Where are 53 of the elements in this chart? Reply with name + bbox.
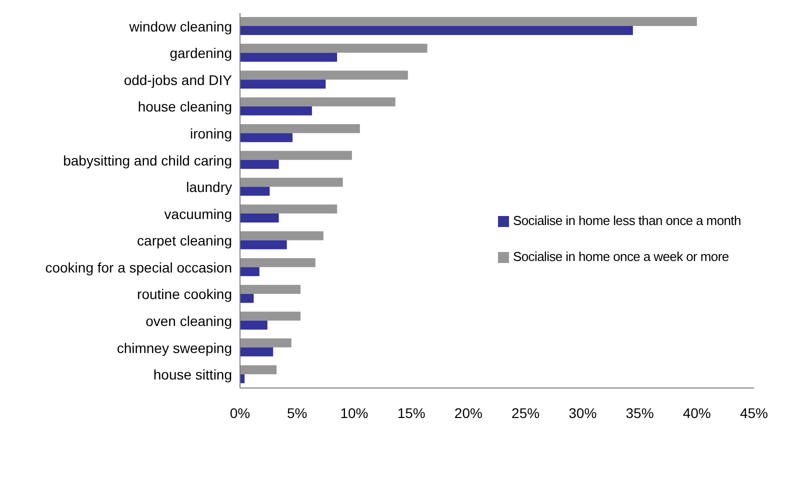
x-tick-label: 30%	[568, 404, 597, 421]
y-tick-label: window cleaning	[128, 18, 232, 34]
legend-label: Socialise in home once a week or more	[513, 249, 729, 264]
y-tick-label: oven cleaning	[146, 313, 232, 330]
x-tick-label: 25%	[512, 404, 540, 421]
bar	[240, 70, 408, 80]
x-tick-label: 45%	[740, 404, 768, 421]
bar	[240, 178, 343, 187]
bar	[240, 258, 316, 268]
x-tick-label: 0%	[230, 404, 250, 421]
bar	[240, 150, 352, 160]
legend-label: Socialise in home less than once a month	[513, 213, 741, 228]
bar	[240, 231, 324, 240]
y-tick-label: chimney sweeping	[116, 340, 232, 356]
y-tick-label: babysitting and child caring	[63, 152, 232, 168]
bar	[240, 365, 277, 374]
y-tick-label: odd-jobs and DIY	[124, 72, 233, 88]
bar	[240, 284, 301, 294]
bar	[240, 106, 312, 116]
bar	[240, 214, 279, 222]
bar	[240, 204, 338, 214]
bar	[240, 97, 396, 106]
bar	[240, 44, 428, 53]
bar	[240, 26, 633, 35]
x-tick-label: 5%	[286, 404, 308, 421]
bar	[240, 52, 338, 62]
bar	[240, 347, 274, 356]
x-tick-label: 15%	[397, 404, 426, 421]
bar	[240, 338, 292, 348]
x-tick-label: 20%	[454, 404, 482, 421]
x-tick-label: 35%	[626, 404, 654, 421]
bar	[240, 294, 254, 303]
y-tick-label: laundry	[186, 179, 232, 196]
bar	[240, 17, 697, 26]
bar	[240, 320, 268, 330]
y-tick-label: house cleaning	[138, 98, 232, 115]
bar	[240, 312, 301, 321]
bar	[240, 160, 279, 169]
y-tick-label: routine cooking	[137, 286, 232, 302]
y-tick-label: ironing	[190, 126, 232, 142]
y-tick-label: vacuuming	[164, 206, 232, 222]
x-tick-label: 40%	[682, 404, 711, 421]
bar	[240, 124, 360, 134]
bar	[240, 133, 293, 142]
bar	[240, 267, 260, 276]
bar	[240, 240, 287, 250]
x-tick-label: 10%	[340, 404, 368, 421]
y-tick-label: house sitting	[153, 366, 232, 383]
y-tick-label: carpet cleaning	[137, 232, 232, 249]
y-tick-label: cooking for a special occasion	[45, 259, 232, 276]
y-tick-label: gardening	[170, 45, 232, 62]
bar	[240, 80, 326, 89]
bar	[240, 186, 270, 196]
